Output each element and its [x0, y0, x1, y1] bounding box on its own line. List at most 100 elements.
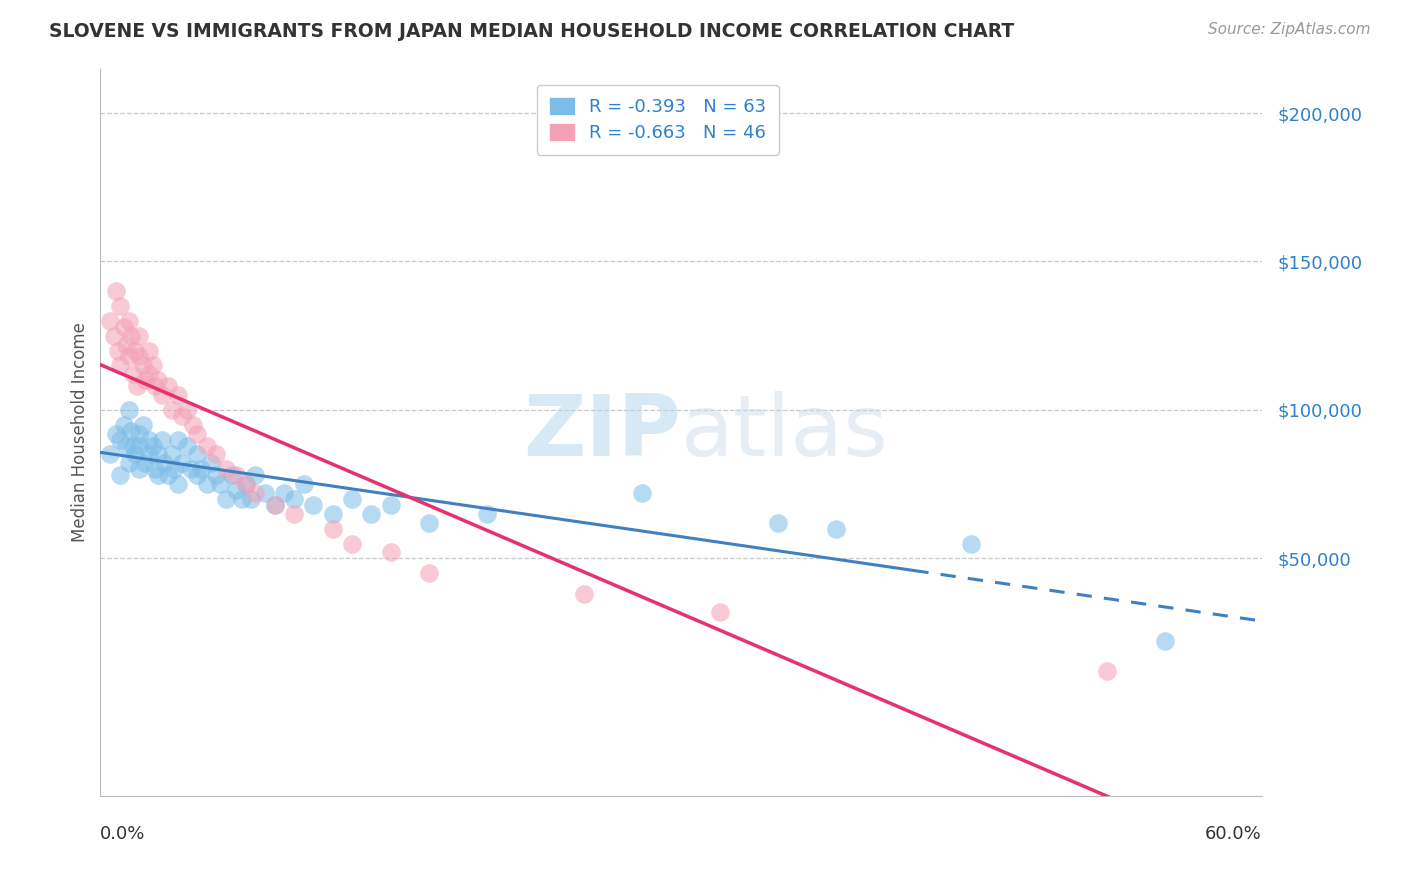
Point — [153, 456, 176, 470]
Point — [205, 468, 228, 483]
Point — [245, 486, 267, 500]
Point — [160, 403, 183, 417]
Point — [107, 343, 129, 358]
Point — [104, 426, 127, 441]
Point — [253, 486, 276, 500]
Point — [128, 426, 150, 441]
Point — [340, 491, 363, 506]
Point — [195, 438, 218, 452]
Point — [114, 337, 136, 351]
Point — [709, 605, 731, 619]
Point — [225, 483, 247, 497]
Point — [766, 516, 789, 530]
Point — [127, 379, 149, 393]
Point — [322, 522, 344, 536]
Point — [148, 468, 170, 483]
Point — [104, 284, 127, 298]
Point — [240, 491, 263, 506]
Point — [112, 417, 135, 432]
Point — [186, 426, 208, 441]
Point — [380, 498, 402, 512]
Point — [122, 368, 145, 382]
Point — [142, 359, 165, 373]
Point — [180, 462, 202, 476]
Point — [215, 462, 238, 476]
Point — [142, 438, 165, 452]
Point — [108, 359, 131, 373]
Point — [114, 438, 136, 452]
Point — [960, 536, 983, 550]
Point — [128, 328, 150, 343]
Y-axis label: Median Household Income: Median Household Income — [72, 322, 89, 542]
Point — [418, 566, 440, 581]
Point — [128, 438, 150, 452]
Point — [120, 424, 142, 438]
Point — [118, 350, 141, 364]
Point — [138, 447, 160, 461]
Text: Source: ZipAtlas.com: Source: ZipAtlas.com — [1208, 22, 1371, 37]
Point — [134, 373, 156, 387]
Point — [148, 373, 170, 387]
Point — [195, 477, 218, 491]
Point — [574, 587, 596, 601]
Point — [98, 314, 121, 328]
Legend: R = -0.393   N = 63, R = -0.663   N = 46: R = -0.393 N = 63, R = -0.663 N = 46 — [537, 85, 779, 155]
Point — [143, 462, 166, 476]
Point — [181, 417, 204, 432]
Point — [138, 343, 160, 358]
Point — [138, 368, 160, 382]
Point — [170, 456, 193, 470]
Point — [166, 477, 188, 491]
Point — [98, 447, 121, 461]
Point — [186, 447, 208, 461]
Point — [418, 516, 440, 530]
Point — [1095, 664, 1118, 678]
Point — [157, 468, 180, 483]
Text: ZIP: ZIP — [523, 391, 681, 474]
Point — [235, 477, 257, 491]
Point — [124, 447, 146, 461]
Point — [283, 491, 305, 506]
Point — [124, 343, 146, 358]
Point — [122, 438, 145, 452]
Point — [477, 507, 499, 521]
Point — [170, 409, 193, 423]
Point — [108, 468, 131, 483]
Point — [150, 433, 173, 447]
Point — [150, 388, 173, 402]
Point — [235, 477, 257, 491]
Point — [132, 417, 155, 432]
Point — [118, 314, 141, 328]
Point — [112, 319, 135, 334]
Point — [132, 359, 155, 373]
Text: atlas: atlas — [681, 391, 889, 474]
Point — [273, 486, 295, 500]
Point — [215, 491, 238, 506]
Point — [302, 498, 325, 512]
Point — [1154, 634, 1177, 648]
Point — [128, 350, 150, 364]
Point — [322, 507, 344, 521]
Point — [138, 433, 160, 447]
Point — [176, 438, 198, 452]
Point — [231, 491, 253, 506]
Point — [205, 447, 228, 461]
Point — [283, 507, 305, 521]
Text: 0.0%: 0.0% — [100, 825, 146, 843]
Point — [200, 456, 222, 470]
Point — [209, 477, 232, 491]
Point — [190, 462, 212, 476]
Point — [148, 447, 170, 461]
Point — [166, 433, 188, 447]
Point — [221, 468, 243, 483]
Point — [108, 433, 131, 447]
Point — [160, 447, 183, 461]
Point — [225, 468, 247, 483]
Point — [186, 468, 208, 483]
Text: 60.0%: 60.0% — [1205, 825, 1261, 843]
Point — [108, 299, 131, 313]
Point — [163, 462, 186, 476]
Point — [263, 498, 285, 512]
Point — [245, 468, 267, 483]
Point — [143, 379, 166, 393]
